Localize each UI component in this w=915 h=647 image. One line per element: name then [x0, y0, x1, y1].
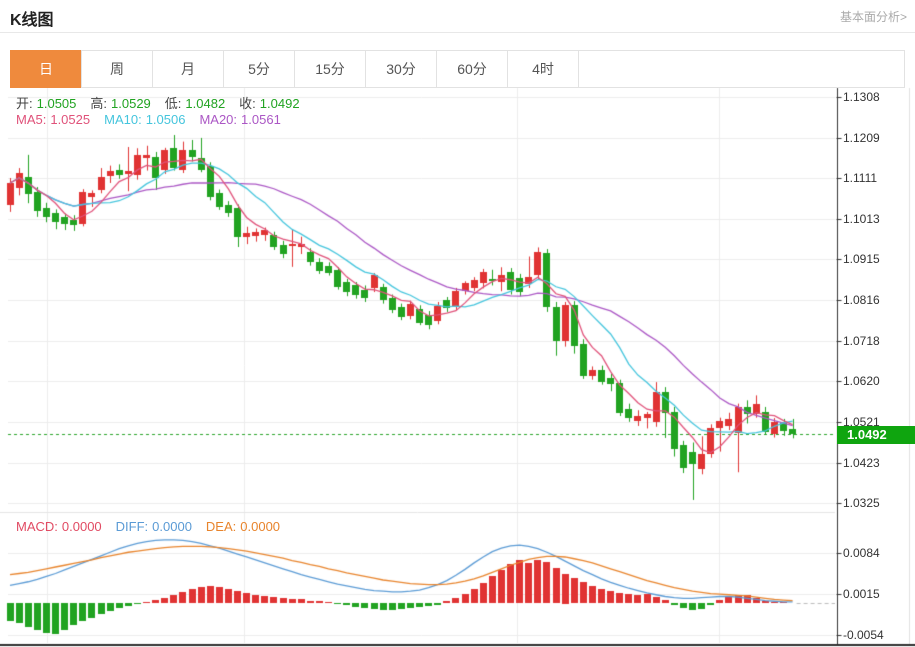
ma20-value: 1.0561	[241, 112, 281, 127]
ma5-label: MA5:	[16, 112, 47, 127]
tab-period-3[interactable]: 5分	[223, 50, 295, 88]
price-tick-label: 1.0620	[843, 374, 880, 389]
price-tick-label: 1.1308	[843, 90, 880, 104]
open-label: 开:	[16, 96, 33, 111]
tab-period-2[interactable]: 月	[152, 50, 224, 88]
price-tick-label: 1.0521	[843, 415, 880, 430]
price-tick-label: 1.1209	[843, 130, 880, 145]
macd-tick-label: -0.0054	[843, 627, 884, 642]
current-price-badge: 1.0492	[837, 426, 915, 444]
tab-period-5[interactable]: 30分	[365, 50, 437, 88]
close-value: 1.0492	[259, 96, 300, 111]
macd-value: 0.0000	[61, 519, 102, 534]
price-tick-label: 1.1111	[843, 171, 878, 186]
macd-legend: MACD: 0.0000 DIFF: 0.0000 DEA: 0.0000	[16, 519, 284, 534]
ohlc-legend: 开: 1.0505 高: 1.0529 低: 1.0482 收: 1.0492	[16, 93, 304, 112]
price-tick-label: 1.0325	[843, 496, 880, 511]
low-label: 低:	[164, 96, 182, 111]
period-tab-bar: 日周月 5分 15分 30分 60分 4时	[10, 50, 905, 88]
header-divider	[0, 32, 915, 33]
ma10-value: 1.0506	[145, 112, 186, 127]
open-value: 1.0505	[36, 96, 77, 111]
ma20-label: MA20:	[199, 112, 238, 127]
ma5-value: 1.0525	[50, 112, 91, 127]
tab-period-1[interactable]: 周	[81, 50, 153, 88]
price-tick-label: 1.0718	[843, 333, 880, 348]
page-title: K线图	[10, 12, 54, 29]
ma10-label: MA10:	[104, 112, 142, 127]
tab-period-7[interactable]: 4时	[507, 50, 579, 88]
price-tick-label: 1.1013	[843, 211, 880, 226]
tab-period-4[interactable]: 15分	[294, 50, 366, 88]
price-tick-label: 1.0423	[843, 455, 880, 470]
macd-tick-label: 0.0015	[843, 587, 880, 602]
close-label: 收:	[239, 96, 256, 111]
macd-tick-label: 0.0084	[843, 546, 880, 561]
diff-value: 0.0000	[152, 519, 192, 534]
high-value: 1.0529	[111, 96, 151, 111]
price-tick-label: 1.0816	[843, 293, 880, 308]
macd-label: MACD:	[16, 519, 58, 534]
tab-bar-filler	[578, 50, 905, 88]
high-label: 高:	[90, 96, 108, 111]
low-value: 1.0482	[185, 96, 226, 111]
ma-legend: MA5: 1.0525 MA10: 1.0506 MA20: 1.0561	[16, 112, 285, 127]
fundamental-analysis-link[interactable]: 基本面分析>	[839, 10, 907, 24]
dea-value: 0.0000	[240, 519, 281, 534]
diff-label: DIFF:	[115, 519, 149, 534]
price-tick-label: 1.0915	[843, 252, 880, 267]
dea-label: DEA:	[205, 519, 237, 534]
tab-period-6[interactable]: 60分	[436, 50, 508, 88]
tab-period-0[interactable]: 日	[10, 50, 82, 88]
